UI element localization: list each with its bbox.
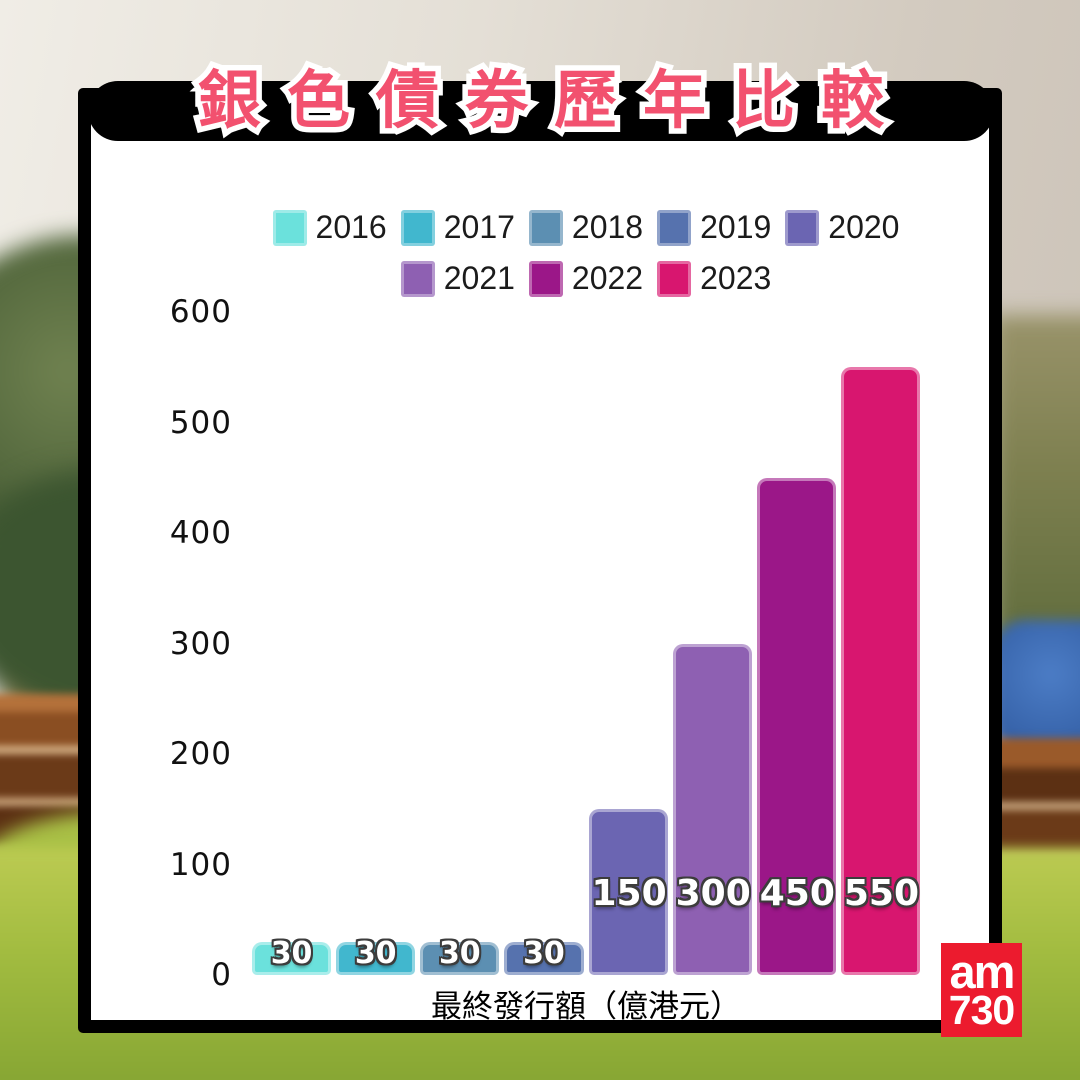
bar-value-2021: 300 <box>675 873 751 914</box>
legend-swatch-2022 <box>528 260 563 297</box>
bar-value-2017: 30 <box>354 936 397 971</box>
legend-swatch-2023 <box>657 260 692 297</box>
bar-2017: 30 <box>336 936 416 975</box>
legend-item-2023: 2023 <box>657 260 771 297</box>
title-banner: 銀色債券歷年比較 <box>88 50 994 141</box>
bar-2022: 450 <box>756 477 836 975</box>
y-tick-300: 300 <box>169 625 232 662</box>
legend-item-2018: 2018 <box>528 209 644 246</box>
legend-swatch-2021 <box>400 260 435 297</box>
y-tick-100: 100 <box>169 846 232 883</box>
y-axis: 0 100 200 300 400 500 600 <box>91 101 232 1020</box>
legend-item-2020: 2020 <box>785 209 899 246</box>
legend-item-2016: 2016 <box>272 209 387 246</box>
legend-label: 2021 <box>443 260 515 296</box>
legend-label: 2016 <box>315 209 387 245</box>
chart-legend: 2016 2017 2018 2019 2020 2021 2022 2023 <box>252 209 920 297</box>
am730-logo-am: am <box>949 945 1016 999</box>
bar-value-2023: 550 <box>843 873 920 914</box>
y-tick-0: 0 <box>211 957 232 993</box>
legend-label: 2018 <box>571 209 644 245</box>
bar-2019: 30 <box>504 936 584 975</box>
blue-jacket <box>992 620 1080 755</box>
bar-plot: 30 30 30 30 150 300 450 550 <box>252 312 920 975</box>
bar-value-2016: 30 <box>270 936 313 971</box>
y-tick-200: 200 <box>169 736 232 772</box>
legend-label: 2017 <box>443 209 515 245</box>
legend-item-2019: 2019 <box>657 209 771 246</box>
x-axis-label: 最終發行額（億港元） <box>431 989 741 1024</box>
bar-value-2022: 450 <box>759 873 835 914</box>
legend-row: 2016 2017 2018 2019 2020 <box>272 209 899 246</box>
bar-value-2019: 30 <box>523 936 565 971</box>
bar-2016: 30 <box>252 936 332 975</box>
bar-2021: 300 <box>672 643 752 975</box>
legend-swatch-2018 <box>528 209 563 246</box>
bar-2018: 30 <box>420 936 500 975</box>
chart-card: 2016 2017 2018 2019 2020 2021 2022 2023 0 100 200… <box>78 88 1002 1033</box>
legend-swatch-2016 <box>272 209 307 246</box>
am730-logo-730: 730 <box>948 986 1015 1033</box>
page-title: 銀色債券歷年比較 <box>172 50 910 141</box>
bar-2023: 550 <box>840 367 920 975</box>
bar-value-2018: 30 <box>438 936 481 971</box>
legend-item-2022: 2022 <box>528 260 644 297</box>
legend-swatch-2017 <box>400 209 435 246</box>
tree-right <box>992 315 1080 655</box>
legend-row: 2021 2022 2023 <box>400 260 771 297</box>
legend-swatch-2019 <box>657 209 692 246</box>
legend-label: 2019 <box>700 209 772 245</box>
am730-logo: am 730 <box>941 943 1022 1037</box>
legend-label: 2020 <box>828 209 900 245</box>
y-tick-500: 500 <box>169 404 232 441</box>
legend-label: 2022 <box>571 260 644 296</box>
bar-2020: 150 <box>588 809 668 975</box>
legend-item-2021: 2021 <box>400 260 515 297</box>
legend-item-2017: 2017 <box>400 209 515 246</box>
bar-value-2020: 150 <box>591 873 667 914</box>
y-tick-400: 400 <box>169 515 232 551</box>
legend-swatch-2020 <box>785 209 820 246</box>
y-tick-600: 600 <box>169 294 232 330</box>
legend-label: 2023 <box>700 260 772 296</box>
